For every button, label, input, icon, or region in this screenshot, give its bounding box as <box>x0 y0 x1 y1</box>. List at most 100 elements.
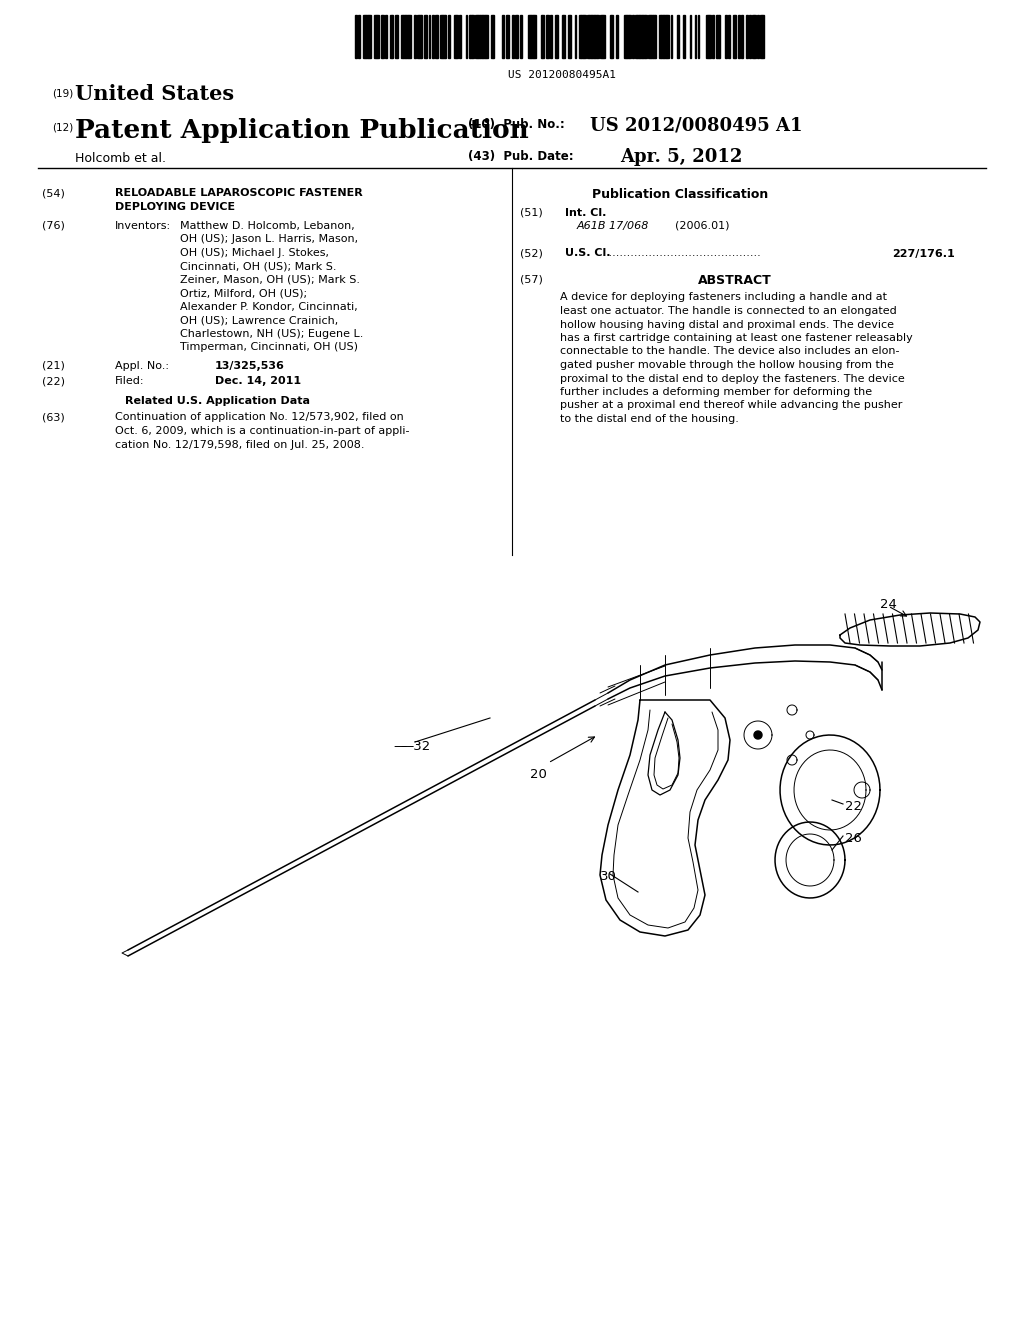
Bar <box>625 15 626 58</box>
Bar <box>762 15 764 58</box>
Text: (54): (54) <box>42 187 65 198</box>
Text: 30: 30 <box>600 870 616 883</box>
Bar <box>750 15 751 58</box>
Text: Alexander P. Kondor, Cincinnati,: Alexander P. Kondor, Cincinnati, <box>180 302 357 312</box>
Bar <box>432 15 433 58</box>
Bar <box>355 15 356 58</box>
Bar <box>415 15 416 58</box>
Text: Inventors:: Inventors: <box>115 220 171 231</box>
Bar <box>376 15 378 58</box>
Bar <box>382 15 384 58</box>
Bar <box>492 15 493 58</box>
Text: (76): (76) <box>42 220 65 231</box>
Text: (21): (21) <box>42 360 65 371</box>
Bar <box>651 15 653 58</box>
Text: OH (US); Jason L. Harris, Mason,: OH (US); Jason L. Harris, Mason, <box>180 235 358 244</box>
Bar <box>650 15 651 58</box>
Text: Oct. 6, 2009, which is a continuation-in-part of appli-: Oct. 6, 2009, which is a continuation-in… <box>115 426 410 436</box>
Text: Apr. 5, 2012: Apr. 5, 2012 <box>620 148 742 166</box>
Bar <box>594 15 595 58</box>
Bar <box>531 15 532 58</box>
Bar <box>407 15 408 58</box>
Bar <box>435 15 436 58</box>
Bar <box>419 15 421 58</box>
Bar <box>441 15 443 58</box>
Text: RELOADABLE LAPAROSCOPIC FASTENER: RELOADABLE LAPAROSCOPIC FASTENER <box>115 187 362 198</box>
Bar <box>456 15 458 58</box>
Text: US 20120080495A1: US 20120080495A1 <box>509 70 616 81</box>
Bar <box>698 15 699 58</box>
Bar <box>477 15 478 58</box>
Bar <box>551 15 552 58</box>
Bar <box>543 15 544 58</box>
Bar <box>653 15 654 58</box>
Bar <box>404 15 407 58</box>
Text: connectable to the handle. The device also includes an elon-: connectable to the handle. The device al… <box>560 346 899 356</box>
Bar <box>643 15 645 58</box>
Bar <box>574 15 577 58</box>
Bar <box>503 15 504 58</box>
Bar <box>528 15 529 58</box>
Bar <box>753 15 754 58</box>
Text: A61B 17/068: A61B 17/068 <box>577 220 649 231</box>
Bar <box>745 15 748 58</box>
Text: Filed:: Filed: <box>115 376 144 387</box>
Bar <box>478 15 480 58</box>
Bar <box>541 15 543 58</box>
Bar <box>609 15 611 58</box>
Bar <box>671 15 673 58</box>
Bar <box>584 15 586 58</box>
Text: (43)  Pub. Date:: (43) Pub. Date: <box>468 150 573 162</box>
Bar <box>589 15 591 58</box>
Bar <box>677 15 679 58</box>
Bar <box>365 15 367 58</box>
Text: Int. Cl.: Int. Cl. <box>565 207 606 218</box>
Bar <box>725 15 727 58</box>
Bar <box>583 15 584 58</box>
Bar <box>486 15 488 58</box>
Bar <box>469 15 470 58</box>
Text: Matthew D. Holcomb, Lebanon,: Matthew D. Holcomb, Lebanon, <box>180 220 354 231</box>
Text: US 2012/0080495 A1: US 2012/0080495 A1 <box>590 116 803 135</box>
Bar <box>512 15 514 58</box>
Bar <box>754 15 756 58</box>
Text: United States: United States <box>75 84 234 104</box>
Text: OH (US); Michael J. Stokes,: OH (US); Michael J. Stokes, <box>180 248 329 257</box>
Bar <box>595 15 597 58</box>
Bar <box>728 15 730 58</box>
Text: U.S. Cl.: U.S. Cl. <box>565 248 610 259</box>
Bar <box>713 15 714 58</box>
Text: 26: 26 <box>845 832 862 845</box>
Bar <box>632 15 634 58</box>
Bar <box>717 15 719 58</box>
Bar <box>642 15 643 58</box>
Bar <box>738 15 739 58</box>
Text: least one actuator. The handle is connected to an elongated: least one actuator. The handle is connec… <box>560 306 897 315</box>
Bar <box>735 15 736 58</box>
Text: (63): (63) <box>42 412 65 422</box>
Bar <box>581 15 583 58</box>
Bar <box>470 15 472 58</box>
Text: Related U.S. Application Data: Related U.S. Application Data <box>125 396 310 407</box>
Bar <box>381 15 382 58</box>
Bar <box>520 15 521 58</box>
Text: (52): (52) <box>520 248 543 259</box>
Bar <box>390 15 392 58</box>
Text: gated pusher movable through the hollow housing from the: gated pusher movable through the hollow … <box>560 360 894 370</box>
Text: DEPLOYING DEVICE: DEPLOYING DEVICE <box>115 202 236 211</box>
Text: —: — <box>393 741 407 752</box>
Bar <box>588 15 589 58</box>
Text: 20: 20 <box>530 768 547 781</box>
Text: ..........................................: ........................................… <box>605 248 764 259</box>
Bar <box>719 15 720 58</box>
Bar <box>741 15 742 58</box>
Text: (57): (57) <box>520 275 543 284</box>
Bar <box>629 15 631 58</box>
Bar <box>761 15 762 58</box>
Text: further includes a deforming member for deforming the: further includes a deforming member for … <box>560 387 872 397</box>
Text: hollow housing having distal and proximal ends. The device: hollow housing having distal and proxima… <box>560 319 894 330</box>
Text: Publication Classification: Publication Classification <box>592 187 768 201</box>
Bar <box>403 15 404 58</box>
Bar <box>603 15 605 58</box>
Bar <box>426 15 427 58</box>
